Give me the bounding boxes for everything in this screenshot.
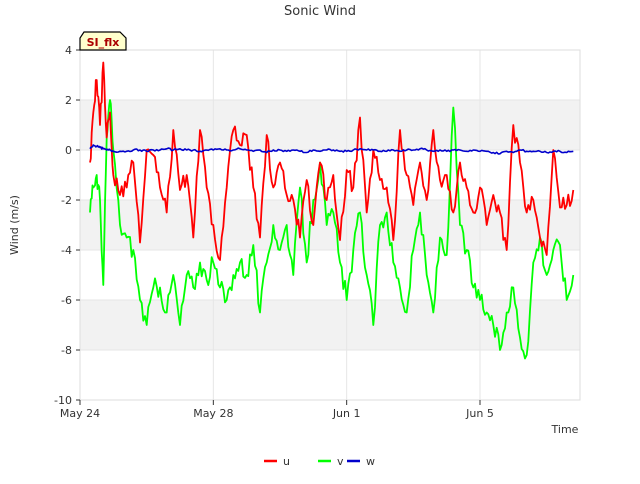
y-tick-label: -8 — [61, 344, 72, 357]
x-tick-label: Jun 5 — [465, 407, 494, 420]
x-tick-label: May 24 — [60, 407, 100, 420]
y-tick-label: 0 — [65, 144, 72, 157]
legend: u v w — [264, 455, 375, 468]
grid-bands — [80, 100, 580, 350]
legend-label-w: w — [366, 455, 375, 468]
series-lines — [89, 61, 575, 360]
y-tick-label: -10 — [54, 394, 72, 407]
series-line-w — [89, 144, 574, 155]
grid-band — [80, 100, 580, 150]
series-line-u — [89, 61, 575, 261]
y-tick-label: -2 — [61, 194, 72, 207]
x-axis-label: Time — [551, 423, 579, 436]
legend-label-u: u — [283, 455, 290, 468]
site-badge-label: SI_flx — [87, 36, 120, 49]
y-tick-label: -4 — [61, 244, 72, 257]
y-tick-label: 2 — [65, 94, 72, 107]
x-tick-label: Jun 1 — [332, 407, 361, 420]
y-axis-ticks: -10 -8 -6 -4 -2 0 2 4 — [54, 44, 80, 407]
y-tick-label: -6 — [61, 294, 72, 307]
plot-border — [79, 49, 581, 401]
y-axis-label: Wind (m/s) — [8, 195, 21, 255]
chart-title: Sonic Wind — [284, 4, 356, 19]
site-badge-box — [79, 31, 127, 51]
x-tick-label: May 28 — [193, 407, 233, 420]
x-axis-ticks: May 24 May 28 Jun 1 Jun 5 — [60, 400, 494, 420]
legend-label-v: v — [337, 455, 344, 468]
y-tick-label: 4 — [65, 44, 72, 57]
